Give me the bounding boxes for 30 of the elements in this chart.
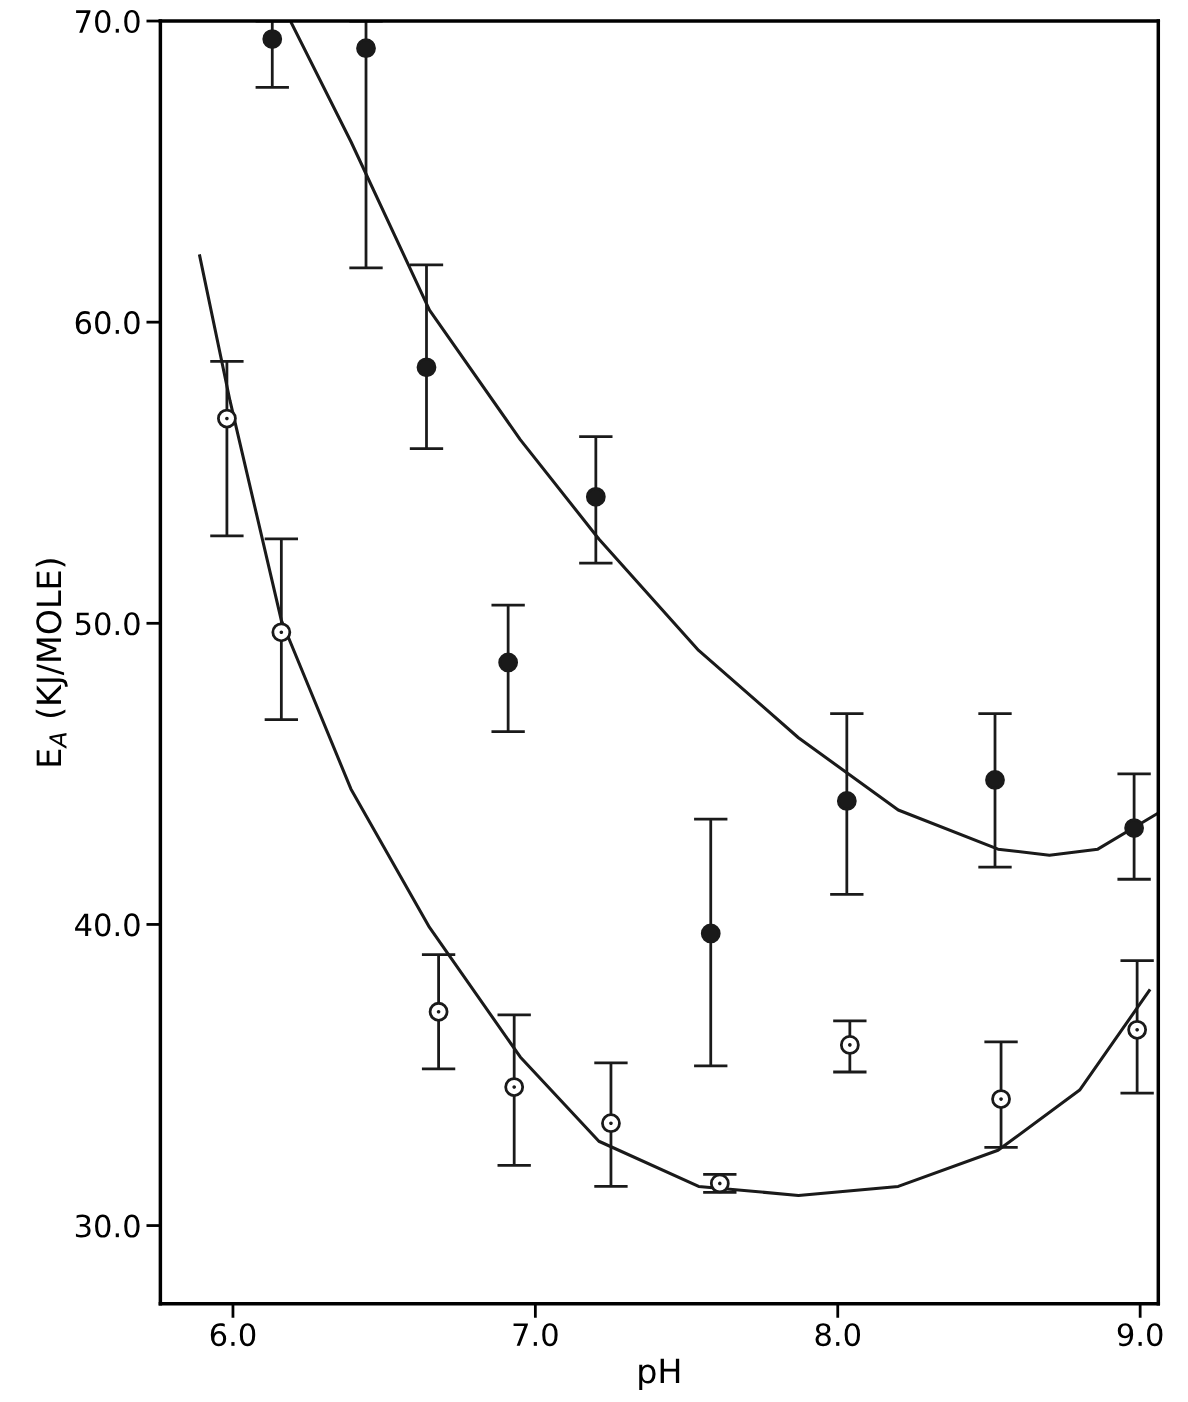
point bbox=[416, 357, 437, 378]
point bbox=[700, 923, 721, 944]
x-tick-label: 9.0 bbox=[1117, 1323, 1163, 1347]
point bbox=[356, 38, 376, 59]
y-tick-label: 60.0 bbox=[75, 311, 140, 335]
point bbox=[709, 1173, 730, 1194]
x-axis-title: pH bbox=[639, 1358, 680, 1390]
point bbox=[428, 1001, 449, 1022]
point bbox=[504, 1077, 525, 1097]
point bbox=[839, 1034, 860, 1055]
point bbox=[1127, 1019, 1148, 1040]
point bbox=[1124, 818, 1144, 838]
point bbox=[836, 791, 857, 811]
point bbox=[217, 408, 237, 429]
point bbox=[271, 622, 292, 643]
y-tick-label: 50.0 bbox=[75, 612, 140, 636]
line-series bbox=[198, 254, 1151, 1197]
x-tick-label: 8.0 bbox=[815, 1323, 861, 1347]
x-tick-label: 7.0 bbox=[513, 1323, 558, 1347]
y-tick-label: 40.0 bbox=[75, 913, 140, 937]
y-axis-title: E$_{A}$ (KJ/MOLE) bbox=[35, 559, 68, 766]
point bbox=[498, 652, 519, 673]
x-tick-label: 6.0 bbox=[210, 1323, 256, 1347]
y-tick-label: 70.0 bbox=[76, 9, 140, 34]
y-tick-label: 30.0 bbox=[75, 1214, 140, 1238]
point bbox=[262, 29, 283, 49]
point bbox=[601, 1113, 621, 1134]
point bbox=[985, 769, 1005, 790]
point bbox=[585, 486, 606, 507]
point bbox=[991, 1089, 1011, 1109]
